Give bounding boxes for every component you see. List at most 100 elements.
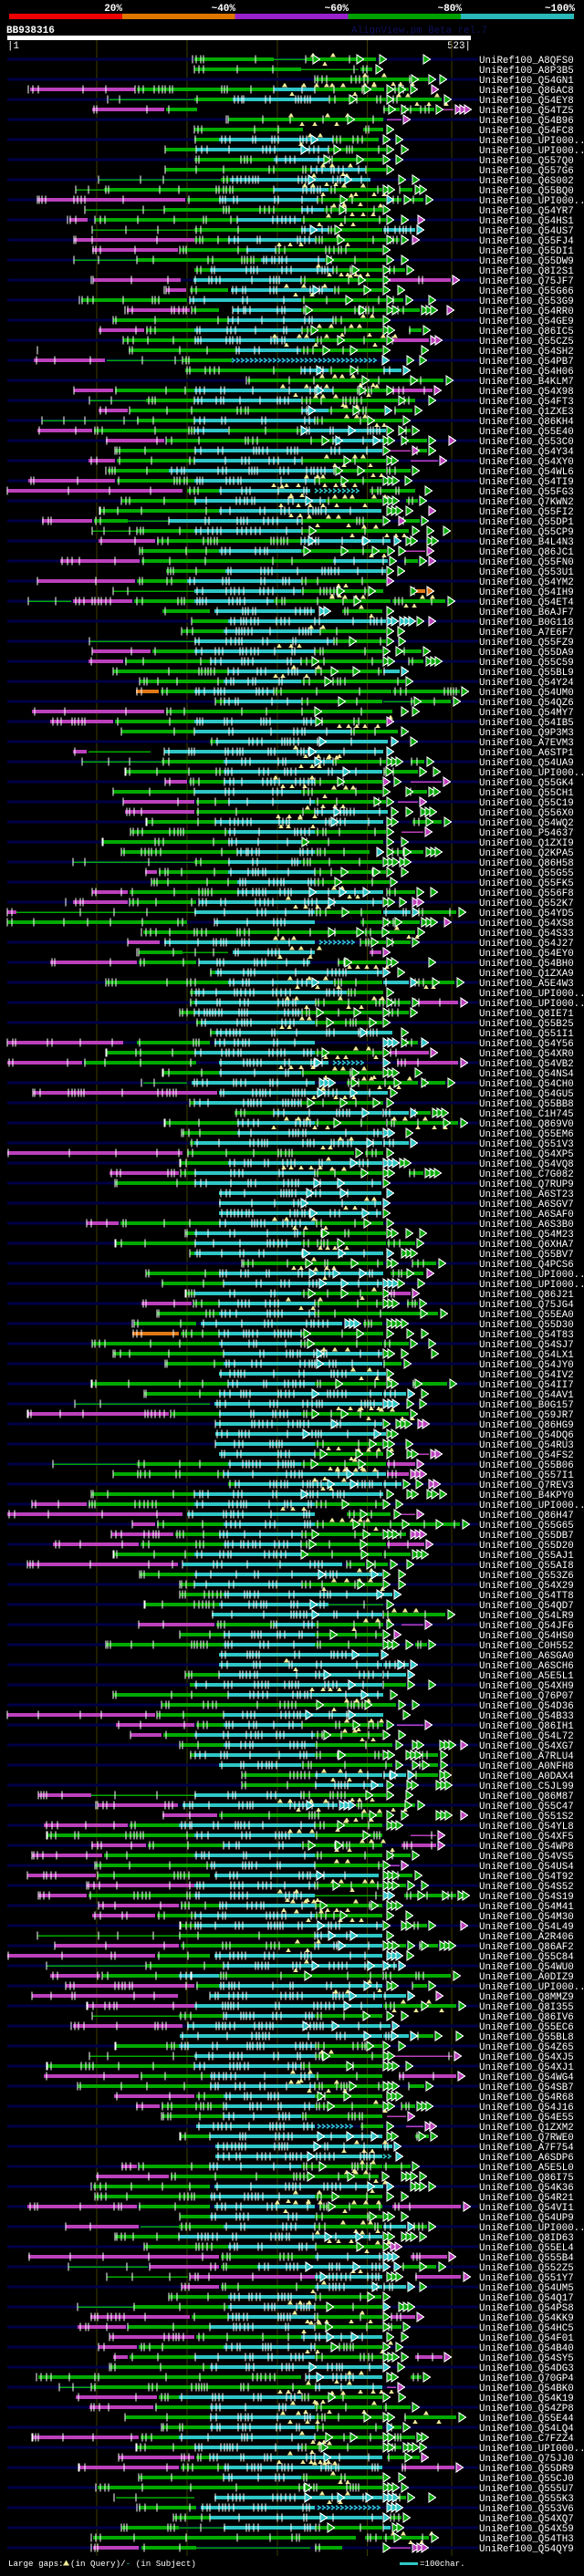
svg-text:UniRef100_Q54UA9: UniRef100_Q54UA9 — [479, 758, 574, 769]
svg-text:UniRef100_Q54RR0: UniRef100_Q54RR0 — [479, 306, 574, 317]
svg-text:UniRef100_Q557G6: UniRef100_Q557G6 — [479, 166, 574, 177]
svg-text:UniRef100_Q54TH3: UniRef100_Q54TH3 — [479, 2534, 574, 2545]
svg-text:UniRef100_Q54FC8: UniRef100_Q54FC8 — [479, 126, 574, 137]
svg-text:UniRef100_C7FZZ4: UniRef100_C7FZZ4 — [479, 2434, 574, 2445]
svg-text:UniRef100_Q55B06: UniRef100_Q55B06 — [479, 1460, 574, 1471]
svg-text:UniRef100_Q54SY5: UniRef100_Q54SY5 — [479, 2353, 574, 2364]
svg-text:UniRef100_Q557Q0: UniRef100_Q557Q0 — [479, 156, 574, 167]
svg-text:UniRef100_Q55EC6: UniRef100_Q55EC6 — [479, 2022, 574, 2033]
svg-text:UniRef100_Q54YD5: UniRef100_Q54YD5 — [479, 909, 574, 919]
svg-text:UniRef100_A8P3B5: UniRef100_A8P3B5 — [479, 66, 574, 77]
svg-text:UniRef100_A0DIZ9: UniRef100_A0DIZ9 — [479, 1972, 574, 1983]
svg-text:=100char.: =100char. — [420, 2559, 465, 2569]
svg-text:UniRef100_Q54X98: UniRef100_Q54X98 — [479, 387, 574, 398]
svg-text:UniRef100_Q55DP1: UniRef100_Q55DP1 — [479, 517, 574, 528]
svg-text:UniRef100_Q55CP9: UniRef100_Q55CP9 — [479, 527, 574, 538]
svg-text:UniRef100_Q54NS4: UniRef100_Q54NS4 — [479, 1069, 574, 1080]
svg-text:UniRef100_Q55C47: UniRef100_Q55C47 — [479, 1802, 574, 1813]
svg-text:UniRef100_Q54XG7: UniRef100_Q54XG7 — [479, 1741, 574, 1752]
svg-text:UniRef100_Q54YR7: UniRef100_Q54YR7 — [479, 206, 574, 217]
svg-text:UniRef100_Q54PB7: UniRef100_Q54PB7 — [479, 357, 574, 368]
svg-text:UniRef100_Q55G65: UniRef100_Q55G65 — [479, 1521, 574, 1532]
svg-text:UniRef100_Q55AI8: UniRef100_Q55AI8 — [479, 1561, 574, 1572]
svg-text:UniRef100_Q55AJ1: UniRef100_Q55AJ1 — [479, 1551, 574, 1562]
svg-text:UniRef100_UPI000..: UniRef100_UPI000.. — [479, 1280, 584, 1291]
svg-text:UniRef100_Q54T83: UniRef100_Q54T83 — [479, 1330, 574, 1341]
svg-text:UniRef100_Q55DR9: UniRef100_Q55DR9 — [479, 2464, 574, 2475]
svg-text:UniRef100_Q54GE9: UniRef100_Q54GE9 — [479, 317, 574, 327]
svg-text:UniRef100_A0NFH8: UniRef100_A0NFH8 — [479, 1761, 574, 1772]
svg-text:UniRef100_Q54GN1: UniRef100_Q54GN1 — [479, 76, 574, 87]
svg-text:UniRef100_Q54S19: UniRef100_Q54S19 — [479, 1892, 574, 1903]
svg-text:UniRef100_Q54Y24: UniRef100_Q54Y24 — [479, 678, 574, 689]
svg-text:UniRef100_Q54S52: UniRef100_Q54S52 — [479, 1882, 574, 1893]
svg-text:UniRef100_Q7REV3: UniRef100_Q7REV3 — [479, 1480, 574, 1491]
svg-text:UniRef100_Q54B96: UniRef100_Q54B96 — [479, 116, 574, 127]
svg-text:UniRef100_Q54CH0: UniRef100_Q54CH0 — [479, 1079, 574, 1090]
svg-text:UniRef100_Q54X29: UniRef100_Q54X29 — [479, 1581, 574, 1592]
svg-text:UniRef100_Q552K7: UniRef100_Q552K7 — [479, 898, 574, 909]
svg-text:UniRef100_Q2KPA5: UniRef100_Q2KPA5 — [479, 848, 574, 859]
svg-text:UniRef100_Q70GP4: UniRef100_Q70GP4 — [479, 2373, 574, 2384]
svg-text:UniRef100_Q54XP5: UniRef100_Q54XP5 — [479, 1149, 574, 1160]
svg-text:UniRef100_Q54SH2: UniRef100_Q54SH2 — [479, 347, 574, 358]
svg-text:UniRef100_Q54US4: UniRef100_Q54US4 — [479, 1862, 574, 1873]
svg-text:UniRef100_Q86H47: UniRef100_Q86H47 — [479, 1511, 574, 1522]
svg-text:UniRef100_Q54FS2: UniRef100_Q54FS2 — [479, 1450, 574, 1461]
svg-text:UniRef100_B4L4N3: UniRef100_B4L4N3 — [479, 537, 574, 548]
svg-text:UniRef100_Q54E55: UniRef100_Q54E55 — [479, 2113, 574, 2124]
svg-text:UniRef100_Q552Z5: UniRef100_Q552Z5 — [479, 2263, 574, 2274]
svg-text:UniRef100_Q54XY0: UniRef100_Q54XY0 — [479, 457, 574, 468]
svg-text:UniRef100_Q55FI2: UniRef100_Q55FI2 — [479, 507, 574, 518]
svg-text:UniRef100_A8QFS0: UniRef100_A8QFS0 — [479, 56, 574, 67]
svg-text:UniRef100_Q55D30: UniRef100_Q55D30 — [479, 1320, 574, 1331]
svg-text:UniRef100_Q1ZXM2: UniRef100_Q1ZXM2 — [479, 2123, 574, 2134]
svg-text:UniRef100_Q54QD7: UniRef100_Q54QD7 — [479, 1601, 574, 1612]
svg-text:UniRef100_Q86IV6: UniRef100_Q86IV6 — [479, 2012, 574, 2023]
svg-text:UniRef100_UPI000..: UniRef100_UPI000.. — [479, 146, 584, 157]
svg-text:UniRef100_Q54Z65: UniRef100_Q54Z65 — [479, 2042, 574, 2053]
svg-text:UniRef100_Q556X0: UniRef100_Q556X0 — [479, 808, 574, 819]
svg-text:UniRef100_Q55EM6: UniRef100_Q55EM6 — [479, 1129, 574, 1140]
svg-text:UniRef100_Q1ZXI9: UniRef100_Q1ZXI9 — [479, 838, 574, 849]
svg-text:UniRef100_A2R406: UniRef100_A2R406 — [479, 1932, 574, 1943]
svg-text:UniRef100_C5JL99: UniRef100_C5JL99 — [479, 1781, 574, 1792]
svg-text:UniRef100_A6SAF0: UniRef100_A6SAF0 — [479, 1210, 574, 1220]
svg-text:UniRef100_Q54PS8: UniRef100_Q54PS8 — [479, 2303, 574, 2314]
svg-text:UniRef100_Q54II7: UniRef100_Q54II7 — [479, 1380, 574, 1391]
svg-text:UniRef100_A6ST23: UniRef100_A6ST23 — [479, 1189, 574, 1200]
svg-text:UniRef100_A7F754: UniRef100_A7F754 — [479, 2143, 574, 2154]
svg-text:UniRef100_Q54D36: UniRef100_Q54D36 — [479, 1701, 574, 1712]
svg-text:UniRef100_Q55DW9: UniRef100_Q55DW9 — [479, 256, 574, 267]
svg-text:UniRef100_Q55BL9: UniRef100_Q55BL9 — [479, 668, 574, 679]
svg-text:UniRef100_Q8IE71: UniRef100_Q8IE71 — [479, 1009, 574, 1020]
svg-text:~100%: ~100% — [545, 4, 575, 15]
svg-text:UniRef100_Q6XHA7: UniRef100_Q6XHA7 — [479, 1240, 574, 1251]
svg-text:UniRef100_Q54IB5: UniRef100_Q54IB5 — [479, 718, 574, 729]
svg-text:UniRef100_Q555K3: UniRef100_Q555K3 — [479, 2494, 574, 2505]
svg-text:UniRef100_UPI000..: UniRef100_UPI000.. — [479, 196, 584, 207]
svg-text:UniRef100_Q54WQ2: UniRef100_Q54WQ2 — [479, 818, 574, 829]
svg-text:UniRef100_Q869V0: UniRef100_Q869V0 — [479, 1119, 574, 1130]
svg-text:UniRef100_Q55C19: UniRef100_Q55C19 — [479, 798, 574, 809]
svg-text:UniRef100_Q557I1: UniRef100_Q557I1 — [479, 1470, 574, 1481]
svg-text:UniRef100_Q55DB7: UniRef100_Q55DB7 — [479, 1531, 574, 1542]
svg-text:UniRef100_Q553Z6: UniRef100_Q553Z6 — [479, 1571, 574, 1582]
svg-text:UniRef100_Q86IH1: UniRef100_Q86IH1 — [479, 1721, 574, 1732]
svg-text:UniRef100_Q86JC1: UniRef100_Q86JC1 — [479, 547, 574, 558]
svg-text:UniRef100_Q55BV7: UniRef100_Q55BV7 — [479, 1250, 574, 1261]
svg-text:UniRef100_Q86AC8: UniRef100_Q86AC8 — [479, 86, 574, 97]
svg-text:UniRef100_Q54TZ5: UniRef100_Q54TZ5 — [479, 106, 574, 117]
svg-text:UniRef100_Q55E40: UniRef100_Q55E40 — [479, 427, 574, 438]
svg-text:UniRef100_Q54LX1: UniRef100_Q54LX1 — [479, 1350, 574, 1361]
svg-text:UniRef100_Q54VQ8: UniRef100_Q54VQ8 — [479, 1159, 574, 1170]
svg-text:UniRef100_Q55C59: UniRef100_Q55C59 — [479, 658, 574, 669]
svg-text:UniRef100_Q54S33: UniRef100_Q54S33 — [479, 929, 574, 940]
svg-text:UniRef100_UPI000..: UniRef100_UPI000.. — [479, 136, 584, 147]
svg-text:UniRef100_Q54DQ6: UniRef100_Q54DQ6 — [479, 1430, 574, 1441]
svg-text:UniRef100_Q553G9: UniRef100_Q553G9 — [479, 296, 574, 307]
svg-text:UniRef100_Q55G55: UniRef100_Q55G55 — [479, 868, 574, 879]
svg-text:UniRef100_A7RLU4: UniRef100_A7RLU4 — [479, 1751, 574, 1762]
svg-text:UniRef100_Q551Y7: UniRef100_Q551Y7 — [479, 2273, 574, 2284]
svg-text:UniRef100_UPI000..: UniRef100_UPI000.. — [479, 2223, 584, 2234]
